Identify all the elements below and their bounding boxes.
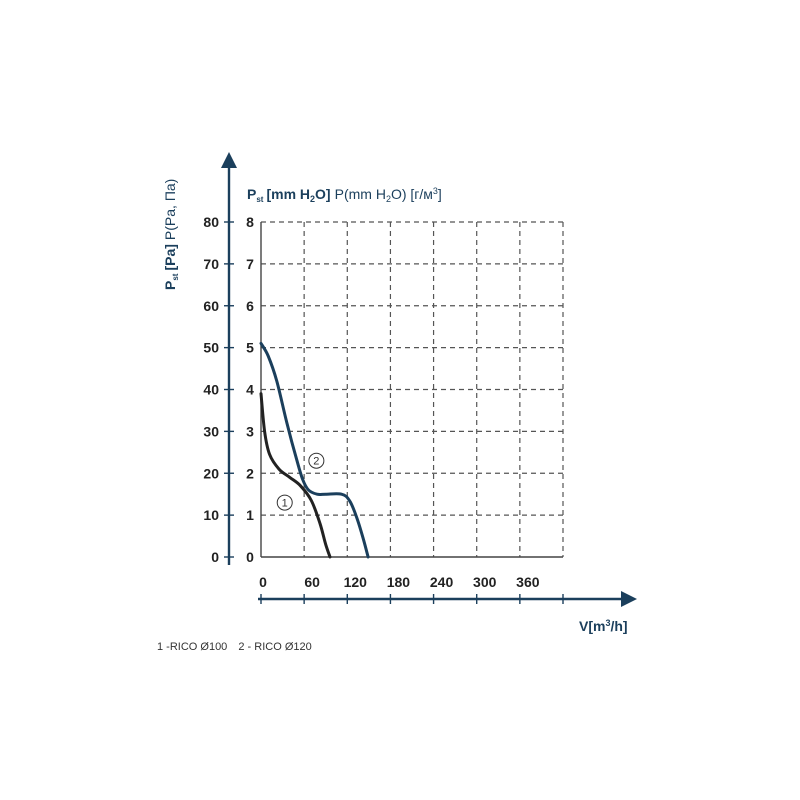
x-tick-label: 180 bbox=[387, 574, 411, 590]
x-arrow-head bbox=[621, 591, 637, 607]
x-tick-label: 120 bbox=[344, 574, 368, 590]
y-tick-label-mm: 8 bbox=[246, 214, 254, 230]
y-axis-title-left: Pst[Pa]P(Pa, Па) bbox=[162, 179, 180, 290]
x-tick-label: 0 bbox=[259, 574, 267, 590]
y-tick-label-pa: 80 bbox=[203, 214, 219, 230]
curve-markers: 12 bbox=[276, 452, 325, 511]
axes bbox=[221, 152, 637, 607]
y-tick-label-pa: 10 bbox=[203, 507, 219, 523]
series-line-2 bbox=[259, 341, 370, 559]
curve-marker-1 bbox=[276, 494, 293, 511]
curve-marker-label-1: 1 bbox=[282, 498, 288, 510]
y-tick-label-pa: 60 bbox=[203, 298, 219, 314]
series-line-1 bbox=[259, 392, 332, 559]
y-tick-label-mm: 0 bbox=[246, 549, 254, 565]
y-tick-label-pa: 40 bbox=[203, 382, 219, 398]
y-tick-label-pa: 50 bbox=[203, 340, 219, 356]
y-tick-label-mm: 1 bbox=[246, 507, 254, 523]
y-axis-title-top: Pst [mm H2O] P(mm H2O) [г/м3] bbox=[247, 186, 442, 204]
grid-lines bbox=[261, 221, 564, 557]
y-tick-label-pa: 30 bbox=[203, 423, 219, 439]
y-tick-label-mm: 6 bbox=[246, 298, 254, 314]
curve-marker-label-2: 2 bbox=[313, 456, 319, 468]
y-tick-label-pa: 70 bbox=[203, 256, 219, 272]
legend: 1 -RICO Ø100 2 - RICO Ø120 bbox=[157, 641, 320, 653]
y-tick-label-mm: 2 bbox=[246, 465, 254, 481]
y-tick-label-pa: 0 bbox=[211, 549, 219, 565]
x-axis-title: V[m3/h] bbox=[579, 618, 628, 634]
legend-item-1: 1 -RICO Ø100 bbox=[157, 641, 228, 653]
curve-marker-2 bbox=[308, 452, 325, 469]
legend-item-2: 2 - RICO Ø120 bbox=[238, 641, 312, 653]
series-group bbox=[259, 341, 370, 559]
y-tick-label-mm: 5 bbox=[246, 340, 254, 356]
y-tick-label-pa: 20 bbox=[203, 465, 219, 481]
x-tick-label: 300 bbox=[473, 574, 497, 590]
y-tick-label-mm: 4 bbox=[246, 382, 254, 398]
y-arrow-head bbox=[221, 152, 237, 168]
y-tick-label-mm: 7 bbox=[246, 256, 254, 272]
y-tick-label-mm: 3 bbox=[246, 423, 254, 439]
x-tick-label: 240 bbox=[430, 574, 454, 590]
x-tick-label: 360 bbox=[516, 574, 540, 590]
x-tick-label: 60 bbox=[304, 574, 320, 590]
